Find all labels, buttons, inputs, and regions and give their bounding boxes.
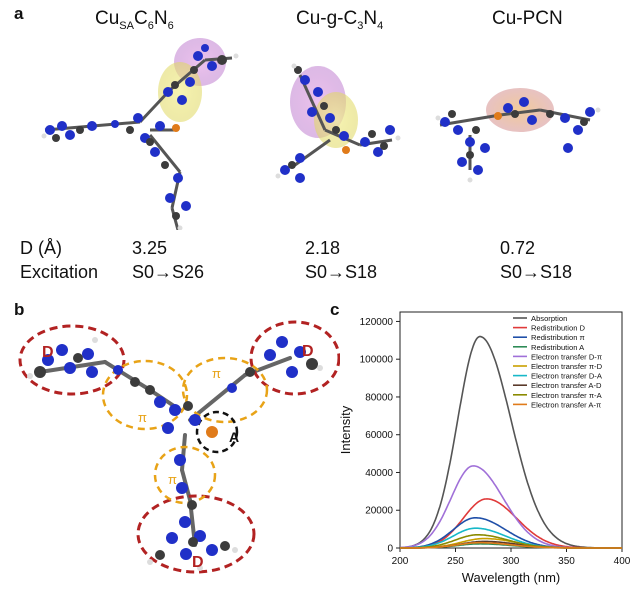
- panel-a-letter: a: [14, 4, 24, 23]
- molecule-cusa: [41, 38, 239, 230]
- legend-entry: Absorption: [531, 314, 567, 323]
- y-tick-label: 0: [387, 544, 393, 555]
- donor-label-bottom: D: [192, 554, 204, 571]
- chart-axes: 200 250 300 350 400 0 20000 40000 60000 80000 1000…: [338, 311, 631, 585]
- y-tick-label: 20000: [365, 506, 393, 517]
- pi-label-right: π: [212, 366, 221, 381]
- donor-label-right: D: [302, 343, 314, 360]
- molecule-title-cupcn: Cu-PCN: [492, 8, 563, 29]
- x-tick-label: 200: [392, 556, 409, 567]
- legend-entry: Redistribution D: [531, 324, 586, 333]
- x-tick-label: 250: [447, 556, 464, 567]
- y-tick-label: 40000: [365, 468, 393, 479]
- panel-c-letter: c: [330, 300, 340, 319]
- chart-series: [399, 335, 622, 549]
- pi-label-left: π: [138, 410, 147, 425]
- pi-ring-right: [181, 356, 269, 424]
- d-value-cugcn: 2.18: [305, 238, 341, 258]
- molecule-title-cusa: CuSAC6N6: [95, 8, 174, 32]
- x-tick-label: 350: [558, 556, 575, 567]
- spectrum-chart: 200 250 300 350 400 0 20000 40000 60000 80000 1000…: [338, 311, 631, 585]
- excitation-value-cupcn: S0→S18: [500, 262, 573, 282]
- legend-entry: Redistribution π: [531, 333, 585, 342]
- y-axis-label: Intensity: [338, 405, 353, 454]
- legend-entry: Electron transfer A-D: [531, 381, 602, 390]
- x-axis-label: Wavelength (nm): [462, 570, 561, 585]
- legend-entry: Electron transfer D-π: [531, 352, 602, 361]
- orbital-cloud: [486, 88, 554, 132]
- excitation-value-cusa: S0→S26: [132, 262, 205, 282]
- x-tick-label: 400: [614, 556, 631, 567]
- excitation-row-label: Excitation: [20, 262, 99, 282]
- y-tick-label: 120000: [360, 317, 394, 328]
- d-row-label: D (Å): [20, 238, 62, 258]
- donor-ring-left: [18, 324, 126, 396]
- panel-b-letter: b: [14, 300, 25, 319]
- donor-ring-bottom: [136, 494, 256, 574]
- excitation-value-cugcn: S0→S18: [305, 262, 378, 282]
- series-line: [400, 541, 622, 549]
- y-tick-label: 80000: [365, 392, 393, 403]
- legend-entry: Electron transfer D-A: [531, 372, 603, 381]
- molecule-title-cugcn: Cu-g-C3N4: [296, 8, 384, 32]
- pi-ring-bottom: [153, 445, 217, 505]
- donor-label-left: D: [42, 344, 54, 361]
- d-value-cupcn: 0.72: [500, 238, 536, 258]
- d-value-cusa: 3.25: [132, 238, 168, 258]
- molecule-cupcn: [435, 88, 601, 183]
- acceptor-label: A: [229, 429, 239, 445]
- molecule-cugcn: [275, 63, 401, 183]
- panel-a-molecules: [41, 38, 601, 230]
- donor-ring-right: [249, 320, 340, 396]
- donor-rings: [18, 320, 340, 574]
- electron-orbital-cloud: [158, 62, 202, 122]
- cu-atom: [206, 426, 218, 438]
- pi-label-bottom: π: [168, 472, 177, 487]
- legend-entry: Redistribution A: [531, 343, 585, 352]
- legend-entry: Electron transfer π-A: [531, 391, 603, 400]
- panel-b-molecule: D D D π π π A: [18, 320, 340, 574]
- legend-entry: Electron transfer π-D: [531, 362, 603, 371]
- acceptor-ring: [195, 410, 239, 454]
- x-tick-label: 300: [503, 556, 520, 567]
- series-line: [400, 465, 622, 549]
- pi-ring-left: [101, 359, 189, 431]
- y-tick-label: 100000: [360, 355, 394, 366]
- legend-entry: Electron transfer A-π: [531, 400, 601, 409]
- y-tick-label: 60000: [365, 430, 393, 441]
- pi-rings: [101, 356, 269, 505]
